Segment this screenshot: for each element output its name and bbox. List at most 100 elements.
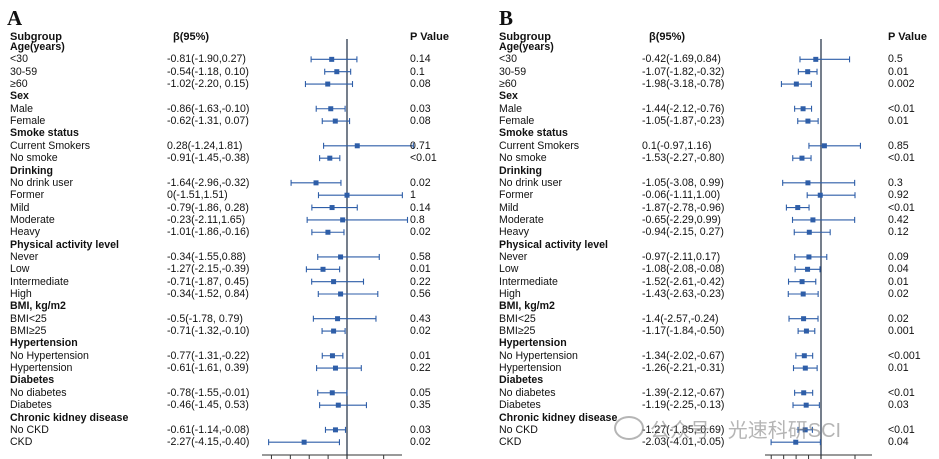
subgroup-label: Hypertension [10, 362, 73, 375]
subgroup-label: No smoke [499, 152, 547, 165]
beta-ci-value: -0.46(-1.45, 0.53) [167, 399, 249, 412]
subgroup-label: BMI<25 [10, 312, 47, 325]
p-value: 0.42 [888, 213, 909, 226]
subgroup-label: CKD [499, 436, 522, 449]
beta-ci-value: -1.27(-1.85,-0.69) [642, 423, 725, 436]
beta-ci-value: -0.94(-2.15, 0.27) [642, 226, 724, 239]
p-value: 0.02 [410, 325, 431, 338]
ci-mark [317, 192, 403, 199]
ci-mark [794, 389, 814, 396]
subgroup-label: <30 [499, 53, 517, 66]
forest-panel-b: B Subgroup β(95%) P Value Age(years) <30 -0.4… [470, 0, 939, 459]
subgroup-label: Never [499, 250, 528, 263]
subgroup-label: Never [10, 250, 39, 263]
subgroup-label: Male [10, 102, 33, 115]
watermark-text: 公众号 · 光速科研SCI [650, 420, 842, 442]
header-subgroup: Subgroup [499, 31, 551, 43]
point-estimate [332, 365, 338, 371]
subgroup-label: Heavy [10, 226, 41, 239]
ci-mark [787, 291, 819, 297]
subgroup-label: No diabetes [499, 386, 556, 399]
subgroup-label: No CKD [10, 423, 49, 436]
p-value: <0.001 [888, 349, 921, 362]
ci-mark [311, 204, 358, 211]
p-value: 0.03 [888, 399, 909, 412]
subgroup-label: Diabetes [499, 399, 541, 412]
subgroup-label: No drink user [10, 176, 73, 189]
subgroup-label: No drink user [499, 176, 562, 189]
p-value: 0.01 [410, 349, 431, 362]
subgroup-heading: Diabetes [499, 374, 544, 387]
subgroup-heading: BMI, kg/m2 [499, 300, 555, 313]
ci-mark [794, 105, 813, 112]
beta-ci-value: -1.19(-2.25,-0.13) [642, 399, 725, 412]
p-value: 0.01 [888, 275, 909, 288]
subgroup-heading: Hypertension [10, 337, 78, 350]
point-estimate [329, 390, 335, 396]
beta-ci-value: -0.54(-1.18, 0.10) [167, 65, 249, 78]
subgroup-heading: Chronic kidney disease [499, 411, 618, 424]
subgroup-heading: Smoke status [10, 127, 79, 140]
beta-ci-value: -1.17(-1.84,-0.50) [642, 325, 725, 338]
point-estimate [354, 143, 360, 149]
subgroup-label: High [499, 288, 521, 300]
ci-mark [780, 81, 812, 88]
point-estimate [802, 427, 808, 433]
subgroup-label: CKD [10, 436, 33, 449]
beta-ci-value: -0.65(-2.29,0.99) [642, 213, 721, 226]
subgroup-label: 30-59 [10, 65, 38, 78]
header-p-value: P Value [410, 31, 449, 43]
point-estimate [800, 106, 806, 112]
p-value: 0.5 [888, 53, 903, 66]
point-estimate [795, 205, 801, 211]
header-p-value: P Value [888, 31, 927, 43]
point-estimate [320, 266, 326, 272]
p-value: <0.01 [888, 102, 915, 115]
ci-mark [793, 229, 831, 236]
beta-ci-value: -1.07(-1.82,-0.32) [642, 65, 725, 78]
ci-mark [794, 253, 828, 260]
ci-mark [782, 179, 856, 186]
ci-mark [321, 328, 346, 335]
wechat-icon [614, 416, 644, 440]
watermark: 公众号 · 光速科研SCI [614, 414, 841, 443]
beta-ci-value: -1.08(-2.08,-0.08) [642, 263, 725, 276]
beta-ci-value: -0.86(-1.63,-0.10) [167, 102, 250, 115]
p-value: <0.01 [888, 201, 915, 214]
ci-mark [797, 118, 819, 125]
beta-ci-value: -0.91(-1.45,-0.38) [167, 152, 250, 165]
p-value: <0.01 [888, 386, 915, 399]
subgroup-label: Hypertension [499, 362, 562, 375]
subgroup-label: Current Smokers [499, 139, 580, 152]
beta-ci-value: -0.5(-1.78, 0.79) [167, 312, 243, 325]
point-estimate [805, 266, 811, 272]
p-value: 0.02 [888, 288, 909, 300]
ci-mark [792, 365, 818, 372]
beta-ci-value: -1.02(-2.20, 0.15) [167, 78, 249, 91]
ci-mark [321, 118, 351, 125]
beta-ci-value: -1.98(-3.18,-0.78) [642, 78, 725, 91]
point-estimate [793, 439, 799, 445]
subgroup-label: Diabetes [10, 399, 52, 412]
p-value: 0.1 [410, 65, 425, 78]
point-estimate [803, 328, 809, 334]
ci-mark [311, 229, 345, 236]
header-subgroup: Subgroup [10, 31, 62, 43]
point-estimate [335, 402, 341, 408]
p-value: 1 [410, 189, 416, 202]
beta-ci-value: -0.71(-1.87, 0.45) [167, 275, 249, 288]
point-estimate [793, 81, 799, 87]
ci-mark [304, 81, 354, 88]
subgroup-label: Current Smokers [10, 139, 91, 152]
point-estimate [332, 118, 338, 124]
panel-letter-a: A [7, 6, 23, 30]
beta-ci-value: -0.23(-2.11,1.65) [167, 213, 246, 226]
p-value: <0.01 [888, 152, 915, 165]
beta-ci-value: -1.43(-2.63,-0.23) [642, 288, 725, 300]
beta-ci-value: -1.64(-2.96,-0.32) [167, 176, 250, 189]
beta-ci-value: -0.61(-1.14,-0.08) [167, 423, 250, 436]
point-estimate [813, 56, 819, 62]
point-estimate [332, 427, 338, 433]
subgroup-label: Low [10, 263, 30, 276]
subgroup-heading: Physical activity level [499, 238, 608, 251]
